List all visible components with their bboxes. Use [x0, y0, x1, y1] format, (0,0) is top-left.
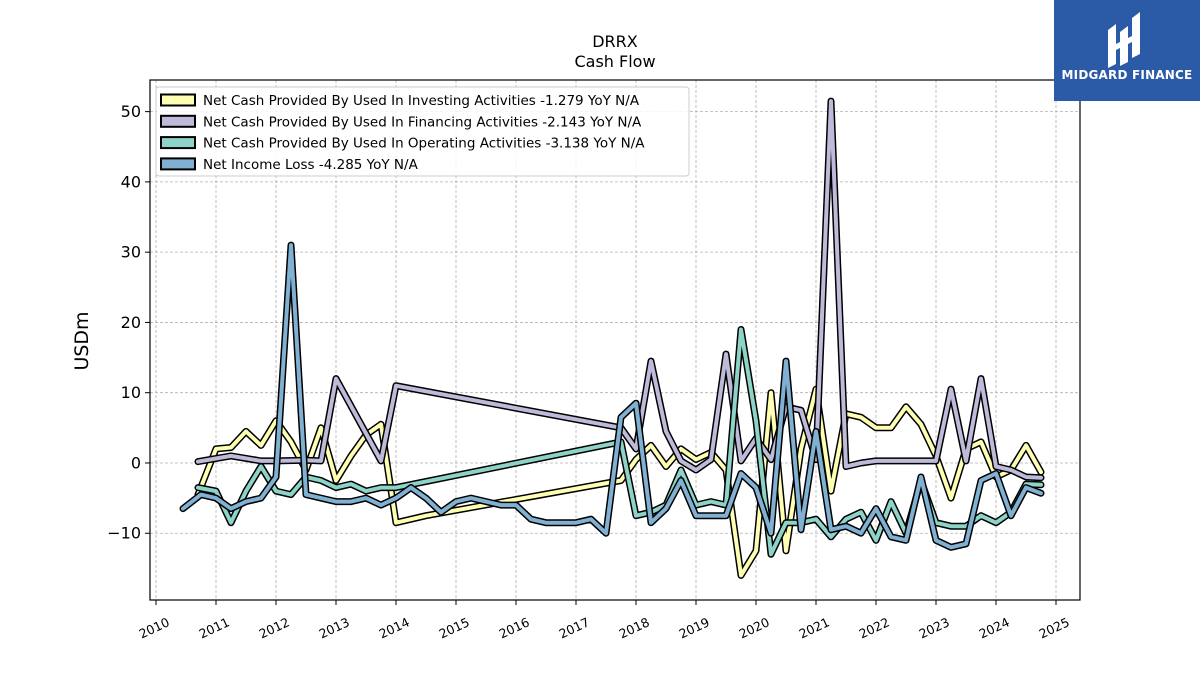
legend-entry: Net Cash Provided By Used In Financing A… [203, 114, 642, 130]
legend-swatch [160, 114, 196, 128]
plot-frame [149, 79, 1081, 601]
legend-swatch [160, 136, 196, 150]
series-line [196, 99, 1043, 480]
legend-swatch [160, 93, 196, 107]
legend-entry: Net Cash Provided By Used In Operating A… [203, 136, 645, 152]
logo-text: MIDGARD FINANCE [1061, 68, 1193, 82]
x-tick-label: 2011 [197, 614, 232, 641]
x-tick-label: 2019 [677, 614, 712, 641]
y-tick-label: 20 [121, 313, 141, 332]
x-tick-label: 2017 [557, 614, 592, 641]
y-axis: −10 0 10 20 30 40 50 [107, 102, 150, 543]
x-tick-label: 2022 [857, 614, 892, 641]
chart-title: DRRX [592, 32, 638, 51]
x-tick-label: 2016 [497, 614, 532, 641]
series-2 [194, 97, 1045, 482]
series-line [181, 243, 1043, 550]
series-layer [179, 97, 1045, 579]
x-tick-label: 2010 [137, 614, 172, 641]
x-tick-label: 2024 [977, 614, 1012, 641]
x-tick-label: 2012 [257, 614, 292, 641]
x-axis: 2010 2011 2012 2013 2014 2015 2016 2017 2018 2019… [137, 600, 1072, 641]
x-tick-label: 2014 [377, 614, 412, 641]
y-tick-label: 10 [121, 383, 141, 402]
y-tick-label: 50 [121, 102, 141, 121]
y-tick-label: −10 [107, 524, 141, 543]
legend-entry: Net Cash Provided By Used In Investing A… [203, 93, 640, 109]
chart-subtitle: Cash Flow [574, 52, 655, 71]
y-tick-label: 40 [121, 172, 141, 191]
x-tick-label: 2015 [437, 614, 472, 641]
y-axis-label: USDm [71, 311, 93, 370]
legend-entry: Net Income Loss -4.285 YoY N/A [203, 157, 419, 173]
x-tick-label: 2025 [1037, 614, 1072, 641]
legend: Net Cash Provided By Used In Investing A… [155, 86, 690, 177]
legend-box [155, 86, 690, 177]
series-4 [179, 241, 1045, 551]
x-tick-label: 2023 [917, 614, 952, 641]
legend-swatch [160, 157, 196, 171]
x-tick-label: 2021 [797, 614, 832, 641]
midgard-finance-logo: MIDGARD FINANCE [1054, 0, 1200, 101]
y-tick-label: 0 [131, 453, 141, 472]
x-tick-label: 2018 [617, 614, 652, 641]
x-tick-label: 2020 [737, 614, 772, 641]
y-tick-label: 30 [121, 243, 141, 262]
logo-mark-icon [1108, 12, 1140, 68]
x-tick-label: 2013 [317, 614, 352, 641]
